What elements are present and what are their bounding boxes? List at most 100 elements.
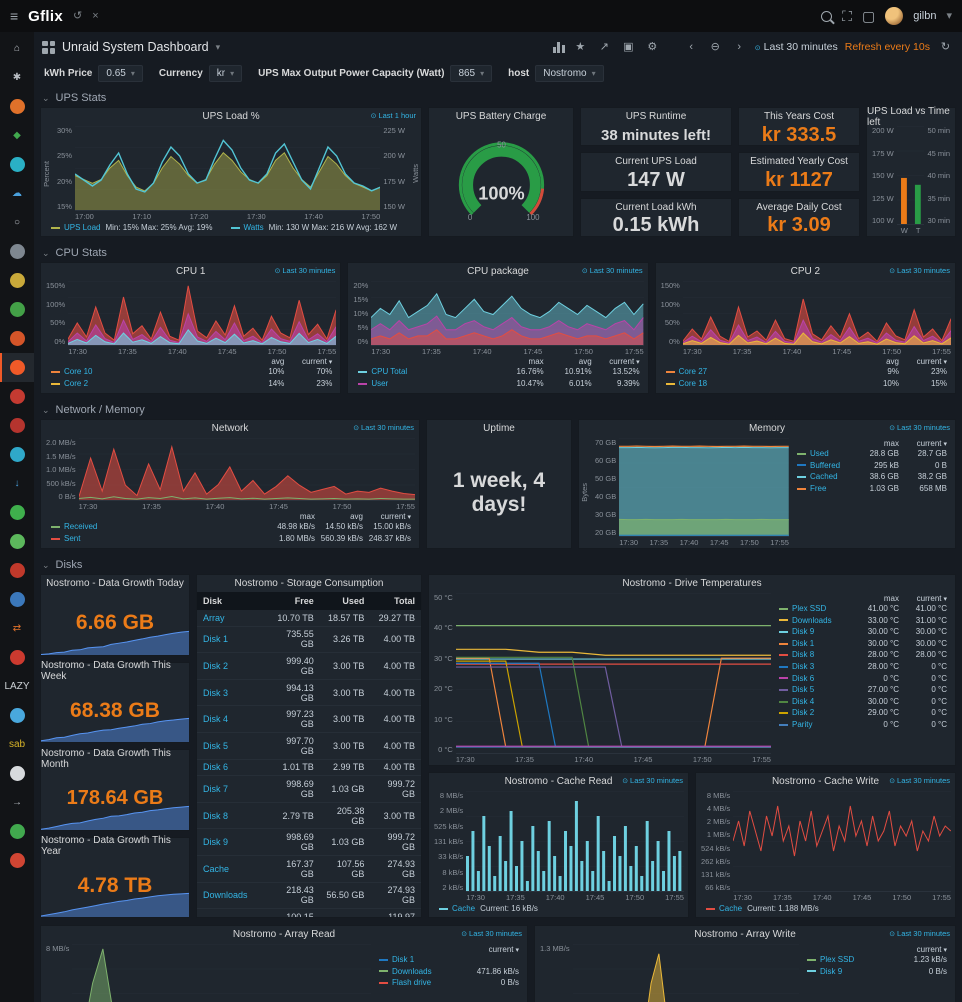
series-name[interactable]: Parity <box>792 719 813 729</box>
disk-name[interactable]: Disk 1 <box>197 626 270 654</box>
panel-title[interactable]: Estimated Yearly Cost <box>750 156 848 168</box>
panel-title[interactable]: Memory <box>748 423 786 434</box>
panel-title[interactable]: Current Load kWh <box>615 201 697 213</box>
ups-bars-chart[interactable] <box>896 126 925 225</box>
series-name[interactable]: Disk 8 <box>792 650 815 660</box>
cache-read-chart[interactable] <box>466 791 684 892</box>
legend-col[interactable]: current <box>899 439 947 448</box>
panel-title[interactable]: Nostromo - Data Growth This Month <box>41 747 171 770</box>
sidebar-item[interactable] <box>0 701 34 730</box>
series-name[interactable]: Disk 1 <box>392 955 415 964</box>
sidebar-item[interactable] <box>0 382 34 411</box>
series-name[interactable]: Disk 9 <box>820 966 843 976</box>
array-read-chart[interactable] <box>72 944 371 1002</box>
sidebar-item[interactable] <box>0 150 34 179</box>
panel-title[interactable]: Network <box>211 423 249 434</box>
disk-name[interactable]: Downloads <box>197 882 270 910</box>
panel-title[interactable]: Nostromo - Data Growth This Year <box>41 835 171 857</box>
star-icon[interactable]: ★ <box>575 40 586 53</box>
avatar[interactable] <box>885 7 904 25</box>
disk-name[interactable]: Disk 9 <box>197 828 270 856</box>
cpu2-chart[interactable] <box>682 281 951 346</box>
sidebar-item[interactable]: ⇄ <box>0 614 34 643</box>
sidebar-item[interactable]: → <box>0 788 34 817</box>
sidebar-item[interactable] <box>0 643 34 672</box>
sidebar-item[interactable] <box>0 440 34 469</box>
menu-icon[interactable]: ≡ <box>10 8 19 24</box>
panel-title[interactable]: UPS Runtime <box>625 111 687 122</box>
panel-title[interactable]: UPS Load % <box>202 111 260 122</box>
legend-col[interactable]: max <box>299 512 315 521</box>
series-name[interactable]: User <box>371 379 389 388</box>
legend-col[interactable]: avg <box>350 512 363 521</box>
legend-col[interactable]: max <box>883 594 899 603</box>
series-name[interactable]: Core 27 <box>678 367 708 376</box>
sidebar-item[interactable] <box>0 237 34 266</box>
drive-temperatures-chart[interactable] <box>455 593 771 754</box>
sidebar-item[interactable] <box>0 846 34 875</box>
legend-col[interactable]: avg <box>886 357 899 366</box>
row-header-disks[interactable]: ⌄ Disks <box>34 556 962 574</box>
legend-col[interactable]: current <box>899 945 947 954</box>
series-name[interactable]: Used <box>810 449 829 458</box>
series-name[interactable]: CPU Total <box>371 367 408 376</box>
disk-name[interactable]: Cache <box>197 855 270 883</box>
variable-dropdown[interactable]: 0.65 <box>98 65 143 82</box>
panel-title[interactable]: This Years Cost <box>763 111 835 122</box>
sidebar-item[interactable] <box>0 498 34 527</box>
series-name[interactable]: Disk 3 <box>792 661 815 671</box>
row-header-network-memory[interactable]: ⌄ Network / Memory <box>34 401 962 419</box>
series-name[interactable]: Disk 6 <box>792 673 815 683</box>
legend-col[interactable]: current <box>471 945 519 954</box>
save-icon[interactable]: ▣ <box>623 40 634 53</box>
brand-logo[interactable]: Gflix <box>28 7 64 25</box>
legend-col[interactable]: current <box>284 357 332 366</box>
variable-dropdown[interactable]: kr <box>208 65 243 82</box>
disk-name[interactable]: Disk 2 <box>197 652 270 680</box>
sidebar-item[interactable] <box>0 585 34 614</box>
row-header-ups-stats[interactable]: ⌄ UPS Stats <box>34 89 962 107</box>
refresh-interval[interactable]: Refresh every 10s <box>844 41 930 53</box>
series-name[interactable]: Core 10 <box>64 367 93 376</box>
array-write-chart[interactable] <box>572 944 799 1002</box>
playlist-stop-icon[interactable]: × <box>92 9 99 22</box>
disk-name[interactable]: Plex Drive <box>197 908 270 917</box>
col-header-disk[interactable]: Disk <box>197 592 270 610</box>
sidebar-item[interactable]: ☁ <box>0 179 34 208</box>
series-name[interactable]: Cached <box>810 472 838 482</box>
sidebar-item[interactable]: ✱ <box>0 63 34 92</box>
panel-title[interactable]: Uptime <box>483 423 515 434</box>
legend-col[interactable]: max <box>883 439 899 448</box>
panel-title[interactable]: UPS Battery Charge <box>455 111 547 122</box>
username[interactable]: gilbn <box>913 10 937 22</box>
sidebar-item[interactable] <box>0 92 34 121</box>
series-name[interactable]: Sent <box>64 534 81 543</box>
series-name[interactable]: Disk 4 <box>792 696 815 706</box>
sidebar-item[interactable]: ○ <box>0 208 34 237</box>
disk-name[interactable]: Disk 6 <box>197 759 270 777</box>
disk-name[interactable]: Disk 7 <box>197 775 270 803</box>
user-caret-icon[interactable]: ▾ <box>946 9 952 22</box>
panel-title[interactable]: CPU 1 <box>175 266 206 277</box>
playlist-back-icon[interactable]: ↺ <box>73 9 83 22</box>
sidebar-item[interactable] <box>0 324 34 353</box>
sidebar-item[interactable] <box>0 411 34 440</box>
series-name[interactable]: Received <box>64 522 98 531</box>
ups-load-chart[interactable] <box>75 126 381 211</box>
sidebar-item[interactable]: LAZY <box>0 672 34 701</box>
legend-col[interactable]: current <box>899 357 947 366</box>
series-name[interactable]: Disk 5 <box>792 685 815 695</box>
disk-name[interactable]: Array <box>197 610 270 627</box>
series-name[interactable]: Disk 2 <box>792 708 815 718</box>
series-name[interactable]: Plex SSD <box>820 955 855 964</box>
cpu-package-chart[interactable] <box>371 281 644 346</box>
dashboard-grid-icon[interactable] <box>42 40 55 54</box>
sidebar-item[interactable]: sab <box>0 730 34 759</box>
panel-title[interactable]: Nostromo - Data Growth This Week <box>41 660 171 682</box>
tv-mode-icon[interactable]: ▢ <box>861 8 876 24</box>
col-header-free[interactable]: Free <box>269 592 320 610</box>
sidebar-item[interactable] <box>0 817 34 846</box>
series-name[interactable]: Free <box>810 483 827 493</box>
time-range-picker[interactable]: Last 30 minutes <box>755 41 838 53</box>
series-name[interactable]: Core 18 <box>678 379 708 388</box>
